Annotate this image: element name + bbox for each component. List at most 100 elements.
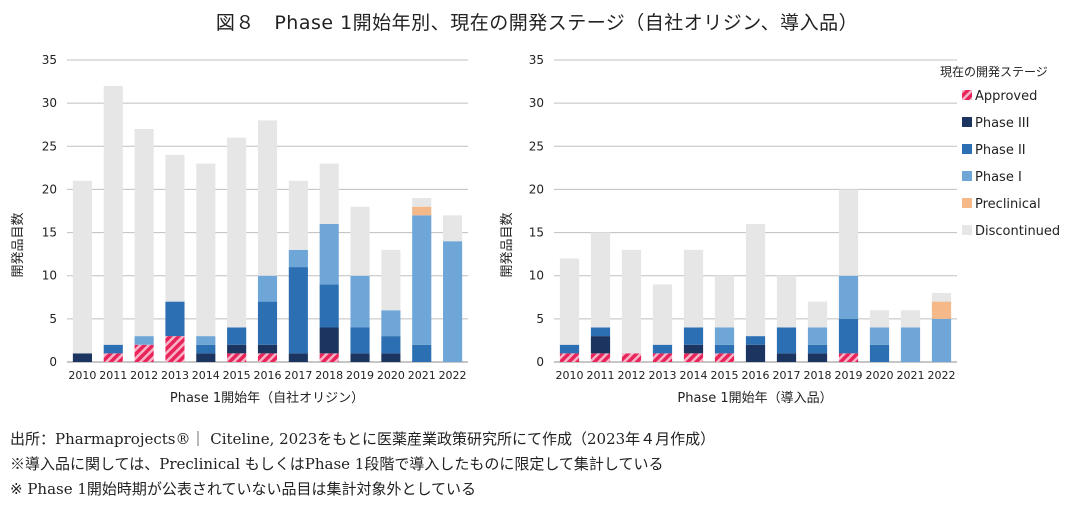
bar-approved-2011 [590,353,611,362]
bar-phase-ii-2014 [683,327,704,345]
bar-phase-ii-2020 [381,336,401,354]
bar-phase-iii-2011 [590,336,611,354]
bar-preclinical-2022 [931,301,952,319]
bar-phase-ii-2017 [776,327,797,354]
source-note: 出所：Pharmaprojects®｜ Citeline, 2023をもとに医薬… [10,430,716,448]
bar-approved-2012 [621,353,642,362]
x-tick-label: 2017 [284,369,312,382]
bar-discontinued-2010 [72,180,92,354]
y-tick-label: 30 [529,96,544,110]
bar-phase-i-2020 [381,310,401,337]
x-tick-label: 2013 [161,369,189,382]
bar-discontinued-2011 [103,85,123,345]
y-tick-label: 35 [529,53,544,67]
bar-phase-ii-2018 [807,344,828,354]
bar-discontinued-2015 [714,275,735,328]
legend-label-phase-ii: Phase II [975,143,1026,158]
bar-phase-iii-2016 [257,344,278,354]
bar-approved-2011 [103,353,123,362]
y-tick-label: 10 [42,269,57,283]
bar-approved-2019 [838,353,859,362]
bar-phase-ii-2011 [590,327,611,337]
bar-phase-ii-2010 [559,344,580,354]
bar-phase-ii-2013 [165,301,185,337]
bar-phase-i-2014 [196,336,216,345]
bar-approved-2013 [165,336,185,362]
legend-swatch-preclinical [962,198,972,208]
x-tick-label: 2021 [897,369,925,382]
x-tick-label: 2017 [773,369,801,382]
x-tick-label: 2012 [618,369,646,382]
legend-label-phase-i: Phase I [975,170,1022,185]
x-tick-label: 2014 [192,369,220,382]
y-tick-label: 5 [49,312,57,326]
x-axis-title: Phase 1開始年（導入品） [677,391,832,406]
bar-discontinued-2017 [288,180,308,250]
y-axis-title: 開発品目数 [500,212,515,277]
bar-discontinued-2012 [134,129,154,337]
y-tick-label: 35 [42,53,57,67]
x-tick-label: 2016 [254,369,282,382]
bar-preclinical-2021 [412,206,432,216]
x-tick-label: 2011 [99,369,127,382]
legend-swatch-phase-ii [962,144,972,154]
y-tick-label: 30 [42,96,57,110]
legend-swatch-approved [962,90,972,100]
bar-phase-iii-2019 [350,353,370,362]
y-tick-label: 0 [49,355,57,369]
bar-discontinued-2021 [900,310,921,328]
bar-phase-i-2019 [350,275,370,328]
bar-phase-ii-2019 [838,318,859,354]
y-tick-label: 15 [42,226,57,240]
bar-phase-iii-2010 [72,353,92,362]
bar-phase-ii-2015 [714,344,735,354]
bar-approved-2015 [714,353,735,362]
bar-phase-i-2022 [443,241,463,362]
bar-approved-2012 [134,344,154,362]
legend-swatch-phase-i [962,171,972,181]
y-tick-label: 25 [529,139,544,153]
bar-phase-ii-2020 [869,344,890,362]
bar-discontinued-2020 [869,310,890,328]
bar-phase-iii-2016 [745,344,766,362]
bar-phase-ii-2011 [103,344,123,354]
bar-discontinued-2017 [776,275,797,328]
legend-label-discontinued: Discontinued [975,224,1060,239]
bar-phase-ii-2013 [652,344,673,354]
bar-discontinued-2018 [807,301,828,328]
legend-label-approved: Approved [975,89,1037,104]
x-tick-label: 2010 [68,369,96,382]
bar-discontinued-2013 [652,284,673,345]
x-tick-label: 2020 [866,369,894,382]
bar-approved-2013 [652,353,673,362]
x-tick-label: 2016 [742,369,770,382]
bar-phase-iii-2017 [288,353,308,362]
bar-phase-i-2018 [319,223,339,285]
note-imported: ※導入品に関しては、Preclinical もしくはPhase 1段階で導入した… [10,455,664,473]
x-tick-label: 2018 [804,369,832,382]
bar-discontinued-2016 [745,223,766,337]
x-tick-label: 2014 [680,369,708,382]
x-tick-label: 2012 [130,369,158,382]
legend-swatch-discontinued [962,225,972,235]
bar-phase-iii-2018 [319,327,339,354]
bar-approved-2010 [559,353,580,362]
bar-phase-i-2012 [134,336,154,345]
bar-discontinued-2019 [838,189,859,276]
bar-discontinued-2014 [683,249,704,328]
bar-phase-iii-2014 [196,353,216,362]
bar-phase-i-2016 [257,275,278,302]
bar-discontinued-2022 [443,215,463,242]
x-tick-label: 2020 [377,369,405,382]
bar-approved-2014 [683,353,704,362]
legend-label-preclinical: Preclinical [975,197,1041,212]
bar-phase-i-2020 [869,327,890,345]
y-tick-label: 20 [529,182,544,196]
bar-discontinued-2022 [931,292,952,302]
bar-discontinued-2019 [350,206,370,276]
bar-phase-iii-2017 [776,353,797,362]
bar-phase-iii-2014 [683,344,704,354]
bar-approved-2016 [257,353,278,362]
